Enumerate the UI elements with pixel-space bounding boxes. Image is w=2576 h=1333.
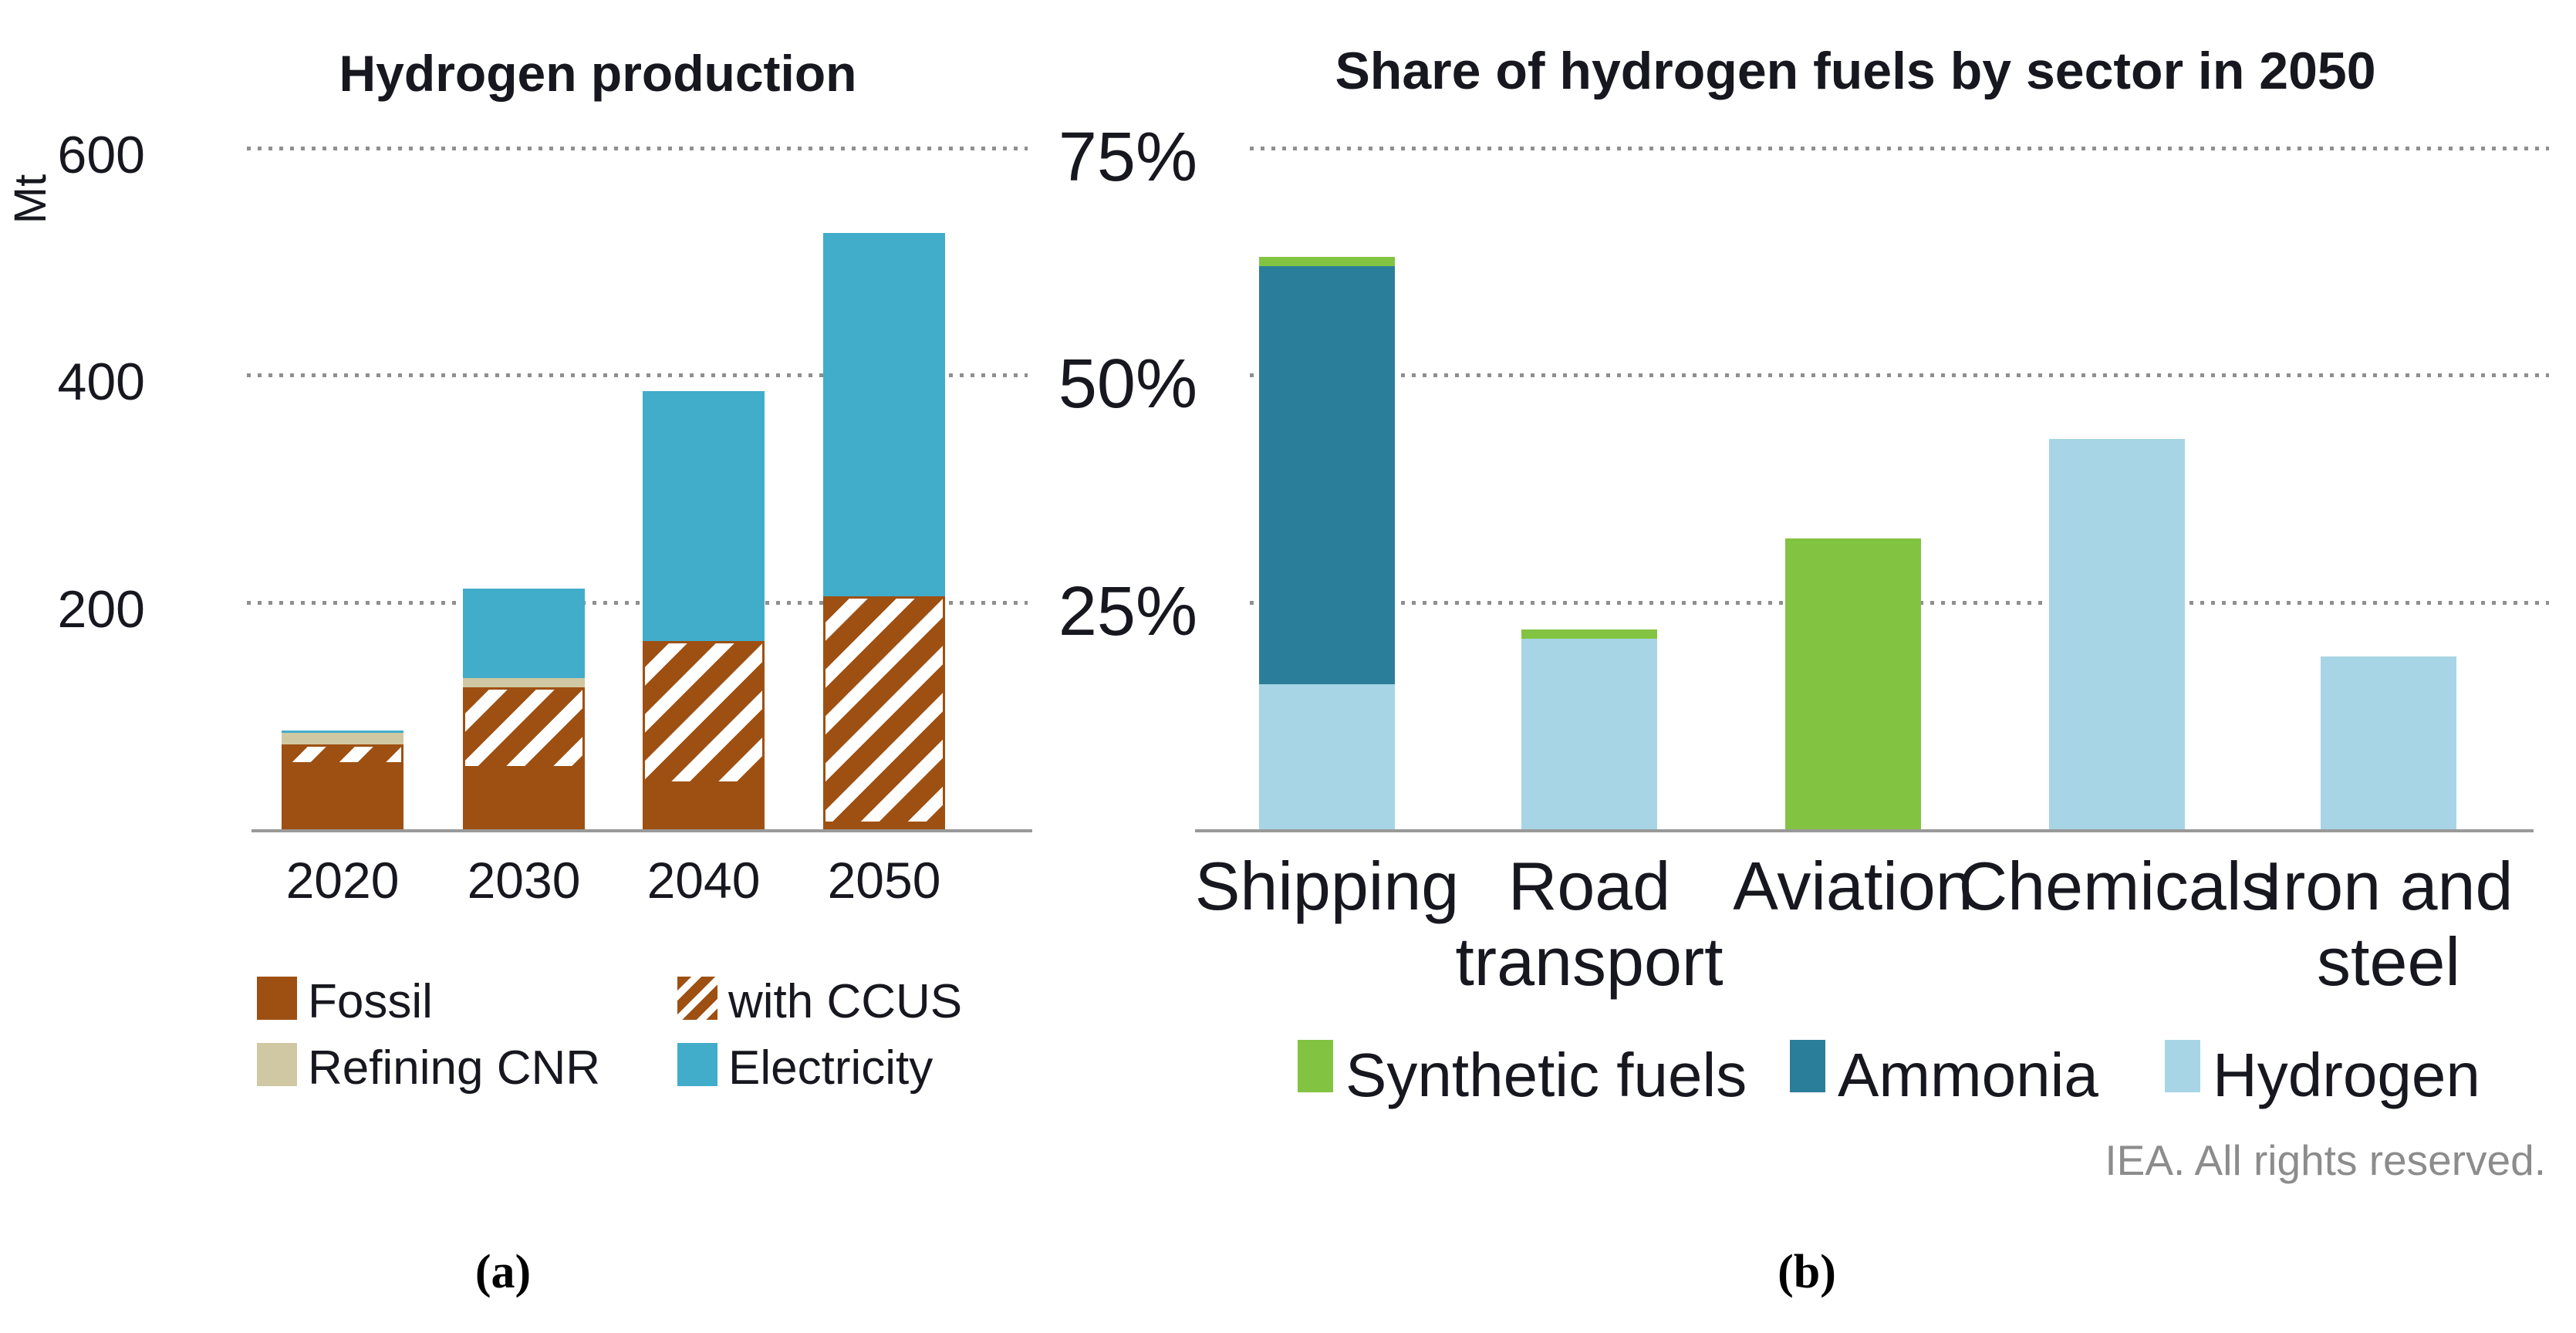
legend-label-synthetic-fuels: Synthetic fuels xyxy=(1345,1041,1747,1109)
bar-segment-share-of-hydrogen-fuels-by-sector-road-transport-synthetic-fuels xyxy=(1521,629,1657,639)
bar-segment-hydrogen-production-2020-electricity xyxy=(282,730,403,733)
bar-segment-hydrogen-production-2030-fossil xyxy=(463,768,585,829)
bar-segment-share-of-hydrogen-fuels-by-sector-road-transport-hydrogen xyxy=(1521,638,1657,829)
bar-segment-hydrogen-production-2050-fossil xyxy=(823,823,945,829)
x-tick-share-of-hydrogen-fuels-by-sector-aviation: Aviation xyxy=(1733,848,1973,924)
bar-segment-hydrogen-production-2020-with-ccus xyxy=(282,744,403,765)
legend-label-with-ccus: with CCUS xyxy=(728,975,963,1028)
legend-swatch-with-ccus-icon xyxy=(677,977,717,1020)
iea-copyright-note: IEA. All rights reserved. xyxy=(2105,1136,2546,1184)
gridline-share-of-hydrogen-fuels-by-sector-50 xyxy=(1250,373,2549,378)
legend-swatch-synthetic-fuels-icon xyxy=(1298,1040,1333,1092)
x-tick-hydrogen-production-2040: 2040 xyxy=(647,852,761,909)
bar-segment-hydrogen-production-2030-electricity xyxy=(463,589,585,679)
y-tick-share-of-hydrogen-fuels-by-sector-25: 25% xyxy=(1058,572,1197,650)
panel-label-a: (a) xyxy=(474,1246,532,1298)
bar-segment-share-of-hydrogen-fuels-by-sector-shipping-hydrogen xyxy=(1259,683,1395,829)
x-tick-share-of-hydrogen-fuels-by-sector-chemicals: Chemicals xyxy=(1958,848,2276,924)
bar-segment-hydrogen-production-2040-fossil xyxy=(643,784,765,829)
y-tick-hydrogen-production-400: 400 xyxy=(57,353,145,412)
bar-segment-hydrogen-production-2040-electricity xyxy=(643,390,765,641)
bar-segment-share-of-hydrogen-fuels-by-sector-iron-and-steel-hydrogen xyxy=(2321,656,2456,829)
bar-segment-hydrogen-production-2050-electricity xyxy=(823,233,945,597)
y-tick-share-of-hydrogen-fuels-by-sector-75: 75% xyxy=(1058,119,1197,196)
bar-segment-hydrogen-production-2030-refining-cnr xyxy=(463,678,585,688)
bar-segment-hydrogen-production-2050-with-ccus xyxy=(823,596,945,824)
legend-swatch-fossil-icon xyxy=(257,977,297,1020)
legend-swatch-ammonia-icon xyxy=(1790,1040,1825,1092)
legend-label-fossil: Fossil xyxy=(308,975,433,1028)
chart-b-title: Share of hydrogen fuels by sector in 205… xyxy=(1335,42,2376,100)
gridline-share-of-hydrogen-fuels-by-sector-75 xyxy=(1250,147,2549,150)
legend-label-refining-cnr: Refining CNR xyxy=(308,1041,601,1095)
bar-segment-share-of-hydrogen-fuels-by-sector-shipping-ammonia xyxy=(1259,266,1395,684)
panel-label-b: (b) xyxy=(1778,1246,1836,1298)
gridline-hydrogen-production-200 xyxy=(247,600,1028,605)
legend-label-ammonia: Ammonia xyxy=(1838,1041,2098,1109)
gridline-hydrogen-production-600 xyxy=(247,147,1028,150)
x-tick-hydrogen-production-2020: 2020 xyxy=(285,852,400,909)
y-tick-share-of-hydrogen-fuels-by-sector-50: 50% xyxy=(1058,346,1197,424)
x-axis-share-of-hydrogen-fuels-by-sector xyxy=(1195,829,2534,832)
bar-segment-hydrogen-production-2030-with-ccus xyxy=(463,687,585,768)
legend-label-hydrogen: Hydrogen xyxy=(2213,1041,2480,1109)
x-tick-share-of-hydrogen-fuels-by-sector-iron-and-steel: Iron and steel xyxy=(2264,848,2514,1000)
bar-segment-hydrogen-production-2020-fossil xyxy=(282,764,403,829)
legend-swatch-electricity-icon xyxy=(677,1043,717,1086)
x-tick-hydrogen-production-2050: 2050 xyxy=(827,852,941,909)
gridline-hydrogen-production-400 xyxy=(247,373,1028,378)
bar-segment-hydrogen-production-2040-with-ccus xyxy=(643,640,765,785)
legend-swatch-refining-cnr-icon xyxy=(257,1043,297,1086)
legend-swatch-hydrogen-icon xyxy=(2165,1040,2200,1092)
x-tick-share-of-hydrogen-fuels-by-sector-road-transport: Road transport xyxy=(1455,848,1724,1000)
y-tick-hydrogen-production-600: 600 xyxy=(57,126,145,184)
bar-segment-share-of-hydrogen-fuels-by-sector-aviation-synthetic-fuels xyxy=(1785,538,1921,829)
x-axis-hydrogen-production xyxy=(252,829,1032,832)
y-tick-hydrogen-production-200: 200 xyxy=(57,579,145,639)
x-tick-hydrogen-production-2030: 2030 xyxy=(467,852,581,909)
legend-label-electricity: Electricity xyxy=(728,1041,934,1095)
bar-segment-hydrogen-production-2020-refining-cnr xyxy=(282,732,403,744)
x-tick-share-of-hydrogen-fuels-by-sector-shipping: Shipping xyxy=(1194,848,1460,924)
bar-segment-share-of-hydrogen-fuels-by-sector-chemicals-hydrogen xyxy=(2049,438,2185,829)
chart-a-title: Hydrogen production xyxy=(339,45,857,102)
bar-segment-share-of-hydrogen-fuels-by-sector-shipping-synthetic-fuels xyxy=(1259,257,1395,267)
